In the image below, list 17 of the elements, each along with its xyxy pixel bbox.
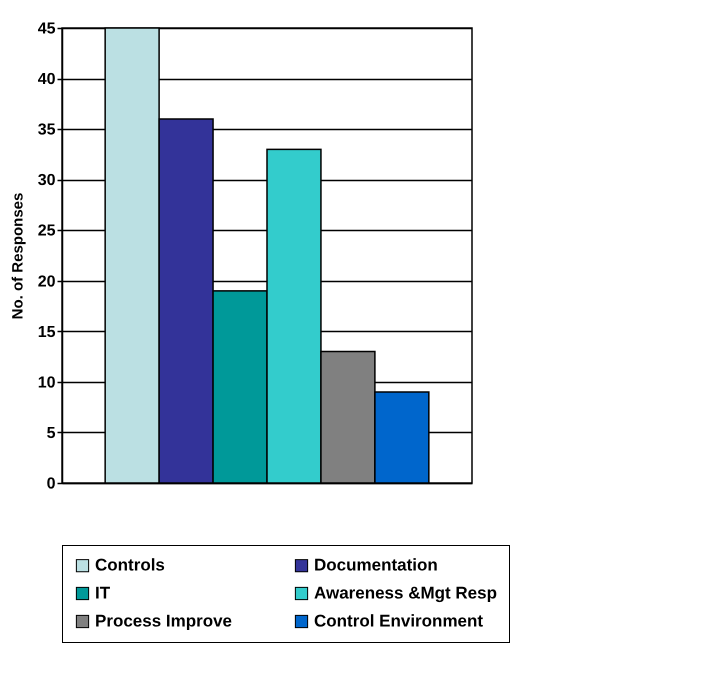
y-tick-label: 5 bbox=[46, 424, 56, 442]
y-tick-label: 20 bbox=[38, 273, 56, 290]
y-tick-label: 35 bbox=[38, 122, 56, 139]
legend-label: Documentation bbox=[314, 556, 438, 575]
legend-label: Process Improve bbox=[95, 612, 232, 630]
legend-label: Controls bbox=[95, 556, 165, 575]
legend-label: Awareness &Mgt Resp bbox=[314, 584, 497, 602]
y-tick-label: 25 bbox=[38, 222, 56, 240]
y-tick-label: 0 bbox=[46, 476, 56, 492]
y-axis-title: No. of Responses bbox=[10, 192, 27, 320]
y-tick-label: 10 bbox=[38, 374, 56, 392]
y-tick-label: 30 bbox=[38, 172, 56, 190]
legend-label: IT bbox=[95, 584, 111, 602]
y-tick-label: 40 bbox=[38, 71, 56, 88]
y-tick-label: 15 bbox=[38, 324, 56, 341]
legend-label: Control Environment bbox=[314, 612, 484, 630]
y-tick-label: 45 bbox=[38, 20, 56, 38]
